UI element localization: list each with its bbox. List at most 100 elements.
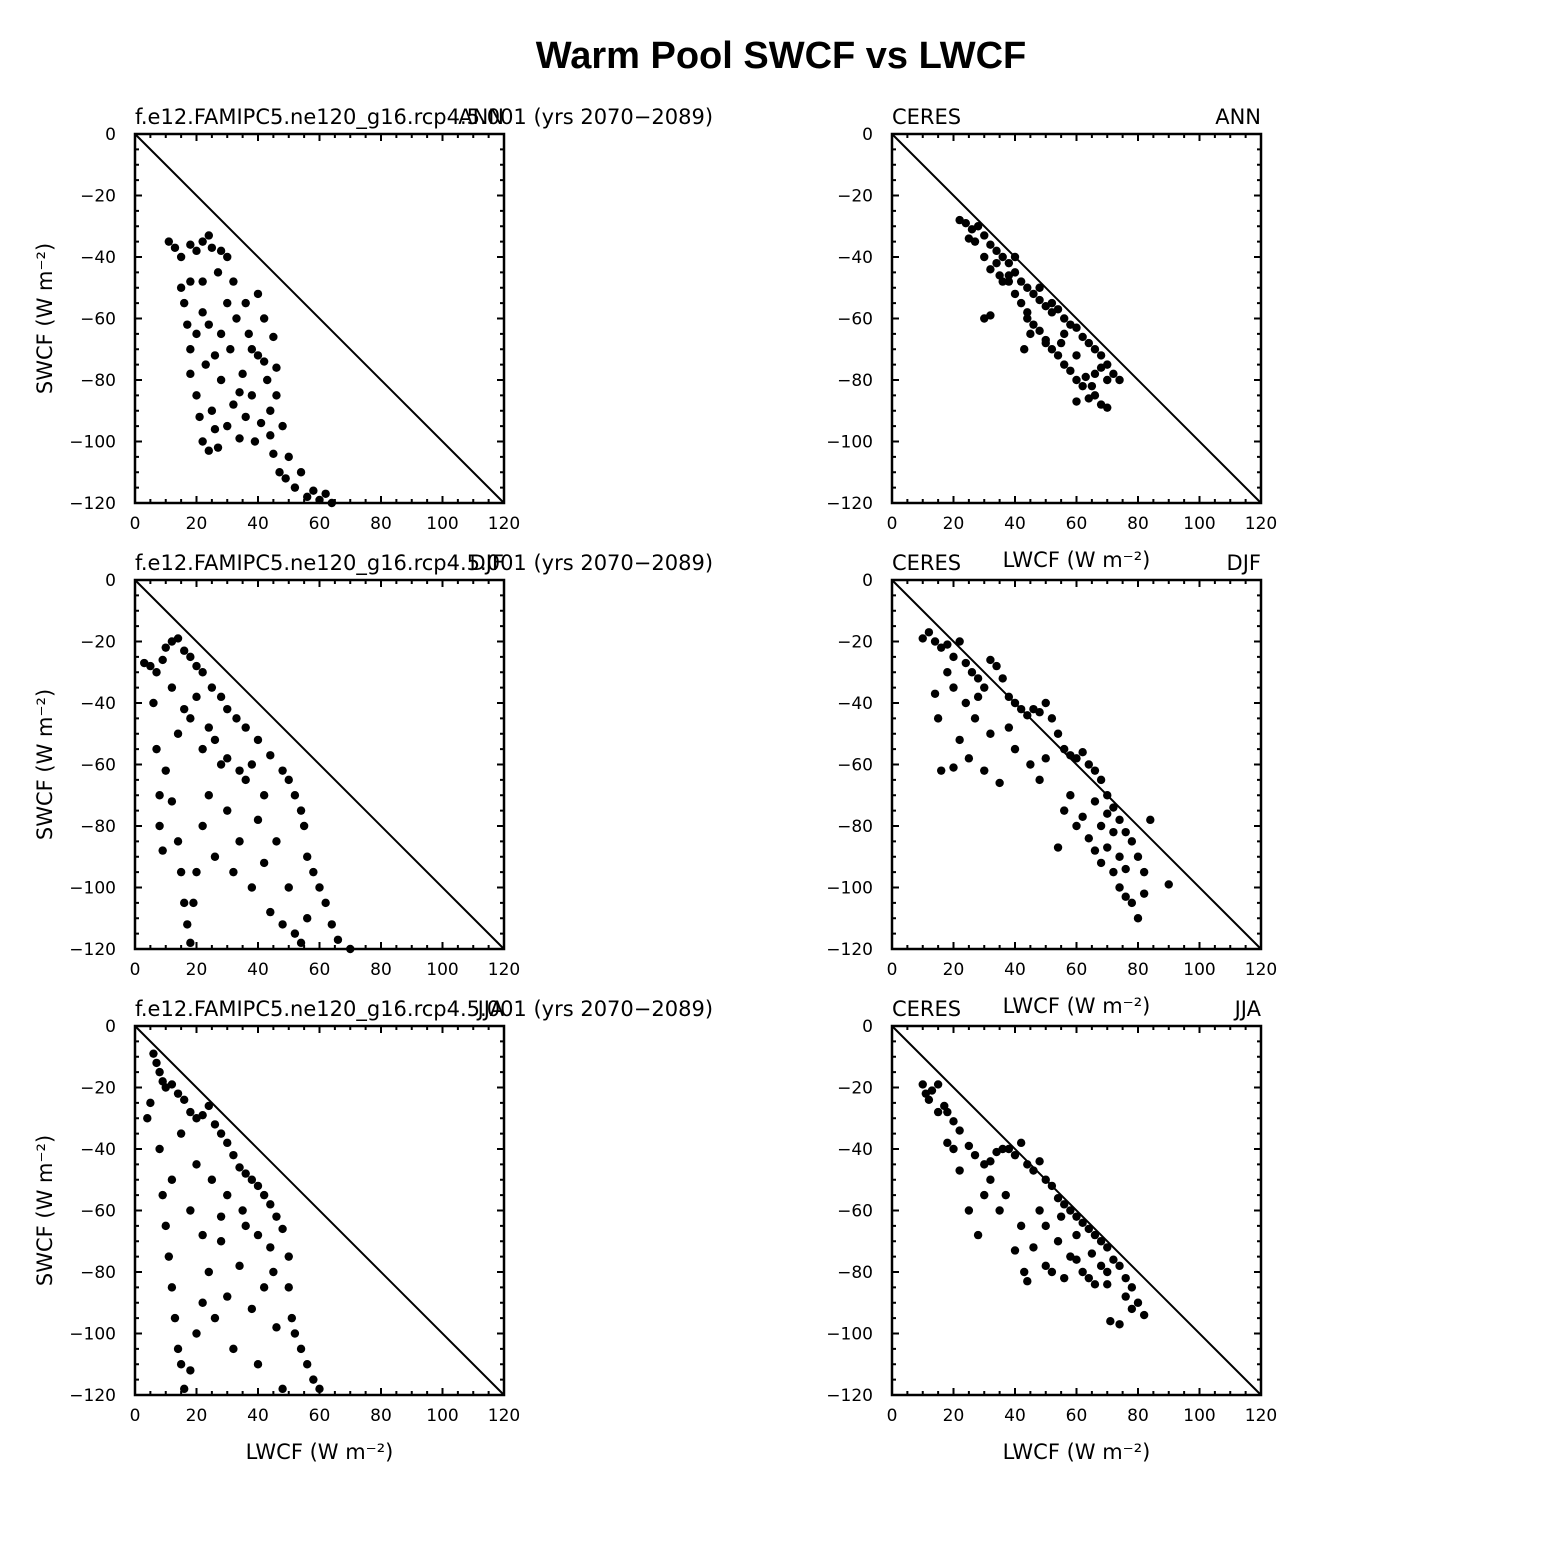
data-point <box>173 1089 183 1098</box>
data-point <box>186 1206 195 1215</box>
x-tick-label: 80 <box>1127 514 1149 534</box>
y-tick-label: −80 <box>837 1263 873 1283</box>
data-point <box>1010 289 1020 299</box>
x-tick-label: 60 <box>1066 1406 1088 1426</box>
x-tick-label: 40 <box>247 960 269 980</box>
data-point <box>1109 867 1118 877</box>
data-point <box>275 468 284 477</box>
data-point <box>241 1221 250 1231</box>
data-point <box>1103 809 1112 818</box>
data-point <box>998 674 1007 683</box>
x-tick-label: 20 <box>186 514 208 534</box>
data-point <box>269 332 278 342</box>
scatter-series <box>918 1080 1149 1329</box>
data-point <box>992 661 1001 671</box>
data-point <box>155 791 164 800</box>
data-point <box>1133 1298 1143 1307</box>
data-point <box>149 1049 158 1058</box>
data-point <box>1127 837 1137 846</box>
data-point <box>223 754 232 763</box>
data-point <box>1096 363 1106 372</box>
data-point <box>192 1329 201 1338</box>
x-tick-label: 100 <box>426 1406 458 1426</box>
y-tick-label: 0 <box>105 571 116 591</box>
data-point <box>210 1313 220 1323</box>
data-point <box>1109 369 1118 379</box>
data-point <box>933 1080 943 1089</box>
data-point <box>186 652 195 662</box>
x-tick-label: 120 <box>1245 960 1277 980</box>
data-point <box>146 661 155 671</box>
x-tick-label: 60 <box>309 960 331 980</box>
data-point <box>1072 323 1081 332</box>
data-point <box>210 735 220 745</box>
data-point <box>1023 283 1032 292</box>
data-point <box>1053 729 1063 738</box>
data-point <box>1146 815 1155 825</box>
panel-left-string: f.e12.FAMIPC5.ne120_g16.rcp4.5.001 (yrs … <box>135 551 713 576</box>
data-point <box>1103 843 1112 852</box>
data-point <box>1010 1246 1020 1255</box>
data-point <box>1010 698 1020 708</box>
data-point <box>238 1206 247 1215</box>
data-point <box>253 815 263 825</box>
data-point <box>1072 1212 1081 1221</box>
y-tick-label: −120 <box>69 1386 116 1406</box>
data-point <box>272 363 281 372</box>
x-tick-label: 100 <box>1183 514 1215 534</box>
x-tick-label: 40 <box>1004 514 1026 534</box>
data-point <box>180 646 189 655</box>
data-point <box>253 1181 263 1191</box>
data-point <box>266 1200 275 1209</box>
data-point <box>995 1206 1004 1215</box>
y-tick-label: −20 <box>837 187 873 207</box>
data-point <box>1081 372 1090 382</box>
data-point <box>964 754 974 763</box>
data-point <box>943 640 952 649</box>
x-tick-label: 20 <box>943 1406 965 1426</box>
data-point <box>161 1221 170 1231</box>
data-point <box>1053 843 1063 852</box>
y-tick-label: −80 <box>837 371 873 391</box>
data-point <box>235 434 244 443</box>
data-point <box>269 449 278 458</box>
panel-left-string: CERES <box>892 551 961 575</box>
data-point <box>1041 1175 1050 1184</box>
data-point <box>1060 806 1069 815</box>
x-axis-label: LWCF (W m⁻²) <box>1003 1440 1151 1464</box>
data-point <box>186 345 195 354</box>
data-point <box>198 1110 207 1120</box>
data-point <box>223 421 232 431</box>
data-point <box>207 243 217 252</box>
data-point <box>327 920 336 929</box>
data-point <box>1121 827 1130 837</box>
data-point <box>964 1141 974 1151</box>
data-point <box>167 1283 177 1292</box>
x-tick-label: 100 <box>426 960 458 980</box>
data-point <box>1072 397 1081 406</box>
data-point <box>226 345 235 354</box>
data-point <box>290 483 300 492</box>
panel-left-string: f.e12.FAMIPC5.ne120_g16.rcp4.5.001 (yrs … <box>135 997 713 1022</box>
data-point <box>1115 852 1124 861</box>
data-point <box>1056 338 1066 348</box>
data-point <box>1029 1243 1038 1252</box>
data-point <box>204 723 213 732</box>
data-point <box>1060 314 1069 323</box>
data-point <box>1115 1320 1124 1329</box>
data-point <box>173 837 183 846</box>
x-tick-label: 40 <box>1004 960 1026 980</box>
data-point <box>1121 1292 1130 1301</box>
data-point <box>1103 375 1112 385</box>
figure-title: Warm Pool SWCF vs LWCF <box>536 35 1027 77</box>
data-point <box>155 1144 164 1154</box>
data-point <box>204 446 213 455</box>
data-point <box>266 431 275 440</box>
data-point <box>192 692 201 702</box>
data-point <box>155 1067 164 1077</box>
data-point <box>1084 1224 1094 1234</box>
data-point <box>955 1166 964 1175</box>
data-point <box>216 329 226 339</box>
data-point <box>247 1304 257 1314</box>
data-point <box>192 867 201 877</box>
